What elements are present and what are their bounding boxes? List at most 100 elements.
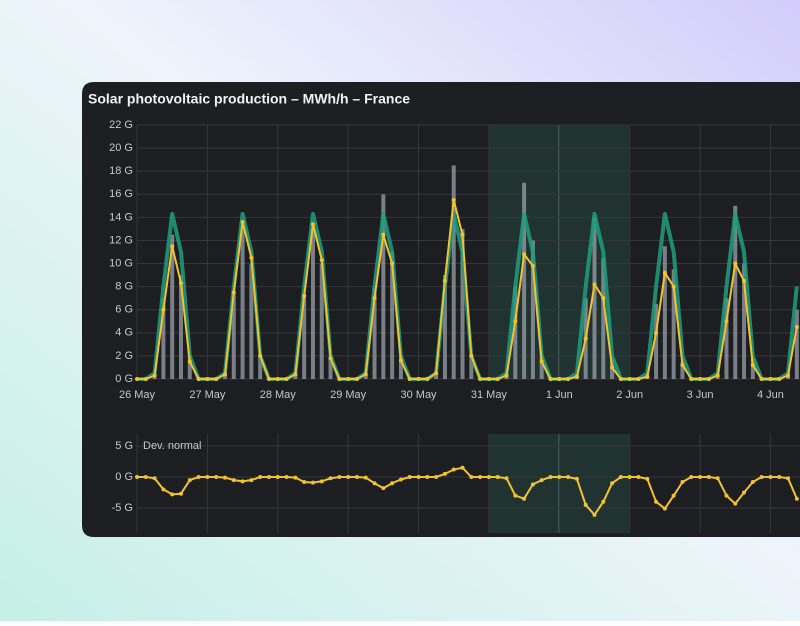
data-point [346, 475, 351, 479]
data-point [777, 377, 782, 381]
bar [372, 286, 377, 379]
bar [187, 355, 192, 379]
data-point [645, 374, 650, 379]
data-point [425, 377, 430, 381]
bar [442, 275, 447, 379]
bar [178, 275, 183, 379]
data-point [337, 377, 342, 381]
bar [733, 205, 738, 379]
x-tick-label: 29 May [330, 389, 367, 401]
data-point [425, 475, 430, 479]
x-tick-label: 2 Jun [616, 389, 643, 401]
x-tick-label: 3 Jun [687, 389, 714, 401]
y-tick-label: 12 G [109, 234, 133, 246]
data-point [214, 475, 219, 479]
data-point [258, 475, 263, 479]
data-point [627, 475, 632, 479]
bar [469, 355, 474, 379]
data-point [618, 475, 623, 479]
bar [434, 373, 439, 379]
data-point [662, 506, 667, 511]
data-point [319, 258, 324, 263]
bar [249, 263, 254, 379]
data-point [451, 198, 456, 203]
data-point [390, 261, 395, 266]
bar [319, 263, 324, 379]
data-point [293, 372, 298, 377]
bar [293, 374, 298, 379]
data-point [478, 377, 483, 381]
x-tick-label: 30 May [400, 389, 437, 401]
bar [390, 252, 395, 379]
data-point [231, 478, 236, 483]
data-point [636, 377, 641, 381]
bar [662, 246, 667, 379]
data-point [469, 475, 474, 479]
data-point [434, 475, 439, 479]
data-point [258, 353, 263, 358]
data-point [240, 479, 245, 484]
data-point [618, 377, 623, 381]
data-point [407, 377, 412, 381]
data-point [214, 377, 219, 381]
data-point [135, 475, 139, 479]
data-point [152, 373, 157, 378]
data-point [451, 467, 456, 472]
data-point [486, 475, 491, 479]
data-point [786, 373, 791, 378]
data-point [240, 219, 245, 224]
data-line [137, 466, 798, 516]
data-point [698, 475, 703, 479]
data-point [222, 475, 227, 480]
bar [451, 165, 456, 379]
bar [530, 240, 535, 379]
bar [654, 303, 659, 379]
y-tick-label: -5 G [112, 502, 133, 514]
data-point [143, 377, 148, 381]
data-point [530, 482, 535, 487]
bar [398, 355, 403, 379]
data-point [337, 475, 342, 479]
data-point [354, 475, 359, 479]
data-point [557, 377, 562, 381]
bar [671, 269, 676, 379]
data-point [187, 478, 192, 483]
bar [680, 361, 685, 379]
data-point [610, 481, 615, 486]
y-tick-label: 22 G [109, 119, 133, 131]
bar [328, 355, 333, 379]
data-point [557, 475, 562, 479]
data-point [601, 499, 606, 504]
data-point [742, 278, 747, 283]
data-point [706, 377, 711, 381]
data-point [143, 475, 148, 479]
data-point [645, 476, 650, 481]
data-point [135, 377, 139, 381]
data-point [495, 475, 500, 479]
y-tick-label: 4 G [115, 327, 133, 339]
data-point [381, 232, 386, 237]
data-point [706, 475, 711, 479]
data-point [328, 356, 333, 361]
data-point [742, 490, 747, 495]
data-point [601, 296, 606, 301]
data-point [539, 359, 544, 364]
data-point [592, 282, 597, 287]
data-point [416, 475, 421, 479]
x-tick-label: 1 Jun [546, 389, 573, 401]
data-point [434, 371, 439, 376]
data-point [469, 353, 474, 358]
data-point [178, 281, 183, 286]
bar [742, 263, 747, 379]
data-point [680, 363, 685, 368]
x-tick-label: 27 May [189, 389, 226, 401]
data-point [689, 475, 694, 479]
data-point [196, 475, 201, 479]
data-point [715, 476, 720, 481]
data-point [302, 293, 307, 298]
data-point [363, 475, 368, 480]
data-point [372, 296, 377, 301]
data-point [786, 476, 791, 481]
bar [258, 355, 263, 379]
legend-label: Dev. normal [143, 440, 201, 452]
